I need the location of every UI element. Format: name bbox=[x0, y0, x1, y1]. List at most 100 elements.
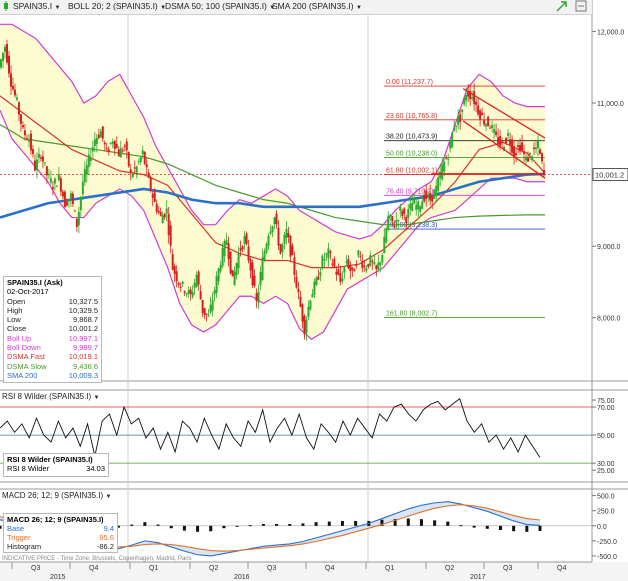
footer-note: INDICATIVE PRICE - Time Zone: Brussels, … bbox=[2, 556, 192, 562]
candle-body bbox=[449, 140, 452, 149]
candle-body bbox=[123, 145, 126, 147]
candle-body bbox=[425, 190, 428, 199]
candle-body bbox=[299, 296, 302, 307]
candle-body bbox=[235, 263, 238, 276]
candle-body bbox=[303, 315, 306, 335]
candle-body bbox=[473, 91, 476, 105]
candle-body bbox=[439, 171, 442, 179]
candle-body bbox=[265, 244, 268, 253]
candle-body bbox=[3, 46, 6, 52]
sma-indicator-selector[interactable]: SMA 200 (SPAIN35.I) ▼ bbox=[272, 1, 362, 11]
candle-body bbox=[203, 308, 206, 316]
candle-body bbox=[407, 209, 410, 218]
candle-body bbox=[49, 178, 52, 183]
chart-settings-icon[interactable] bbox=[575, 0, 587, 14]
macd-histogram-bar bbox=[446, 521, 450, 526]
candle-body bbox=[201, 299, 204, 314]
candle-body bbox=[419, 206, 422, 212]
candle-body bbox=[515, 153, 518, 156]
macd-histogram-bar bbox=[419, 519, 423, 526]
candle-body bbox=[149, 177, 152, 191]
info-row-high: High 10,329.5 bbox=[7, 305, 98, 315]
candle-body bbox=[229, 251, 232, 274]
candle-body bbox=[327, 248, 330, 259]
candle-body bbox=[379, 262, 382, 266]
candle-body bbox=[385, 228, 388, 243]
candle-body bbox=[399, 206, 402, 211]
macd-histogram-bar bbox=[156, 524, 160, 526]
candle-body bbox=[417, 201, 420, 210]
candle-body bbox=[195, 274, 198, 287]
candle-body bbox=[367, 263, 370, 267]
candle-body bbox=[223, 241, 226, 257]
candle-body bbox=[267, 235, 270, 246]
candle-body bbox=[539, 149, 542, 154]
candle-body bbox=[51, 187, 54, 190]
y-tick-label: 8,000.0 bbox=[597, 316, 620, 323]
candle-body bbox=[29, 133, 32, 151]
candle-body bbox=[257, 291, 260, 303]
candle-body bbox=[333, 258, 336, 267]
x-quarter-label: Q1 bbox=[385, 565, 394, 572]
candle-body bbox=[297, 288, 300, 293]
candle-body bbox=[71, 193, 74, 205]
candle-body bbox=[103, 142, 106, 145]
candle-body bbox=[363, 265, 366, 268]
candle-body bbox=[213, 290, 216, 295]
candle-body bbox=[431, 195, 434, 202]
rsi-panel-title[interactable]: RSI 8 Wilder (SPAIN35.I) ▼ bbox=[2, 392, 100, 401]
macd-histogram-bar bbox=[0, 525, 2, 529]
dsma-indicator-selector[interactable]: DSMA 50; 100 (SPAIN35.I) ▼ bbox=[165, 1, 276, 11]
boll-indicator-selector[interactable]: BOLL 20; 2 (SPAIN35.I) ▼ bbox=[68, 1, 167, 11]
candle-body bbox=[269, 231, 272, 234]
info-box-date: 02-Oct-2017 bbox=[7, 287, 49, 297]
candle-body bbox=[163, 213, 166, 218]
candle-body bbox=[501, 141, 504, 143]
candle-body bbox=[209, 304, 212, 313]
macd-histogram-bar bbox=[169, 525, 173, 529]
macd-panel-title[interactable]: MACD 26; 12; 9 (SPAIN35.I) ▼ bbox=[2, 491, 112, 500]
candle-body bbox=[397, 220, 400, 222]
trend-arrow-icon[interactable] bbox=[556, 0, 568, 14]
last-price-tag bbox=[592, 168, 628, 182]
candle-body bbox=[487, 116, 490, 126]
candle-body bbox=[59, 178, 62, 192]
candle-body bbox=[113, 140, 116, 149]
candle-body bbox=[429, 192, 432, 201]
rsi-y-tick-label: 25.00 bbox=[597, 468, 615, 475]
candle-body bbox=[329, 251, 332, 254]
macd-histogram-bar bbox=[485, 525, 489, 529]
candle-body bbox=[215, 276, 218, 293]
macd-histogram-bar bbox=[143, 522, 147, 526]
y-tick-label: 11,000.0 bbox=[597, 101, 624, 108]
info-row-close: Close 10,001.2 bbox=[7, 324, 98, 334]
instrument-selector[interactable]: SPAIN35.I ▼ bbox=[13, 1, 61, 11]
candle-body bbox=[311, 294, 314, 298]
candle-body bbox=[287, 233, 290, 238]
candle-body bbox=[275, 213, 278, 225]
candle-body bbox=[107, 149, 110, 153]
candle-body bbox=[179, 287, 182, 289]
candle-body bbox=[421, 201, 424, 209]
candle-body bbox=[83, 169, 86, 183]
candle-body bbox=[173, 266, 176, 274]
candle-body bbox=[393, 226, 396, 228]
y-tick-label: 9,000.0 bbox=[597, 244, 620, 251]
info-row-sma-200: SMA 200 10,009.3 bbox=[7, 370, 98, 380]
candle-body bbox=[497, 137, 500, 145]
macd-y-tick-label: -500.0 bbox=[597, 554, 617, 561]
candle-body bbox=[97, 134, 100, 139]
candle-body bbox=[93, 139, 96, 146]
candle-body bbox=[191, 291, 194, 297]
boll-up-line bbox=[0, 23, 545, 240]
candle-body bbox=[33, 160, 36, 171]
macd-histogram-bar bbox=[380, 519, 384, 526]
candle-body bbox=[289, 235, 292, 257]
candle-body bbox=[9, 73, 12, 87]
candle-body bbox=[133, 167, 136, 169]
candle-body bbox=[453, 127, 456, 131]
candle-body bbox=[159, 211, 162, 216]
macd-histogram-bar bbox=[340, 520, 344, 526]
candle-body bbox=[5, 43, 8, 63]
